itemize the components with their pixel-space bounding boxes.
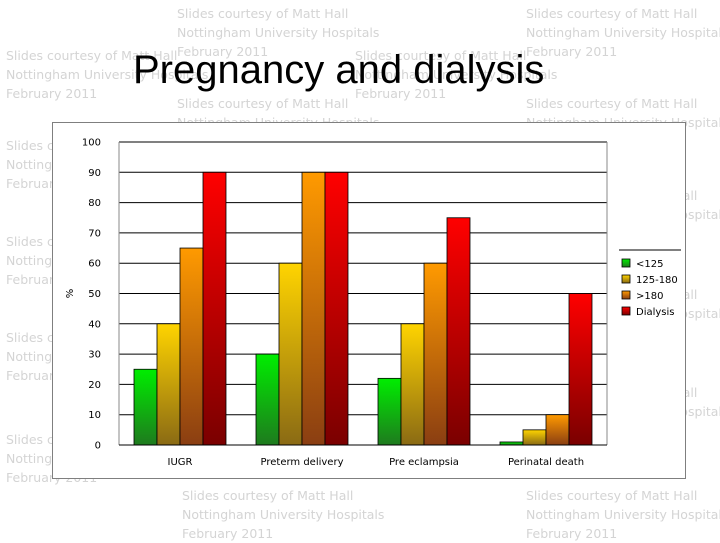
y-tick-label: 20 (88, 380, 101, 391)
bar (278, 262, 303, 446)
bar-chart: 0 10 20 30 40 50 60 70 80 90 100% IUGR Preterm deliv… (65, 138, 681, 468)
legend-label: Dialysis (636, 307, 675, 318)
legend-label: 125-180 (636, 275, 678, 286)
bar (301, 171, 326, 446)
bar (423, 262, 448, 446)
y-tick-label: 30 (88, 350, 101, 361)
y-tick-label: 70 (88, 228, 101, 239)
legend-label: <125 (636, 259, 663, 270)
slide-title: Pregnancy and dialysis (133, 48, 545, 92)
x-tick-label: IUGR (168, 457, 193, 468)
legend-swatch (621, 306, 631, 316)
y-tick-label: 100 (82, 138, 101, 149)
y-tick-label: 40 (88, 319, 101, 330)
legend-label: >180 (636, 291, 663, 302)
bar (568, 293, 593, 446)
y-tick-label: 50 (88, 289, 101, 300)
x-tick-label: Pre eclampsia (389, 457, 459, 468)
bar (545, 414, 570, 446)
legend-swatch (621, 290, 631, 300)
bar (179, 247, 204, 446)
y-tick-label: 90 (88, 168, 101, 179)
bar (156, 323, 181, 446)
y-tick-label: 0 (95, 441, 101, 452)
bar (377, 377, 402, 446)
y-tick-label: 60 (88, 259, 101, 270)
legend-swatch (621, 274, 631, 284)
bar (255, 353, 280, 446)
bar (400, 323, 425, 446)
x-tick-label: Preterm delivery (261, 457, 344, 468)
y-tick-label: 80 (88, 198, 101, 209)
bar (324, 171, 349, 446)
legend-swatch (621, 258, 631, 268)
x-tick-label: Perinatal death (508, 457, 584, 468)
chart-frame: 0 10 20 30 40 50 60 70 80 90 100% IUGR Preterm deliv… (52, 122, 686, 479)
bar (522, 429, 547, 446)
bar (446, 217, 471, 446)
bar (202, 171, 227, 446)
bar (133, 368, 158, 446)
y-axis-title: % (65, 289, 76, 299)
y-tick-label: 10 (88, 410, 101, 421)
